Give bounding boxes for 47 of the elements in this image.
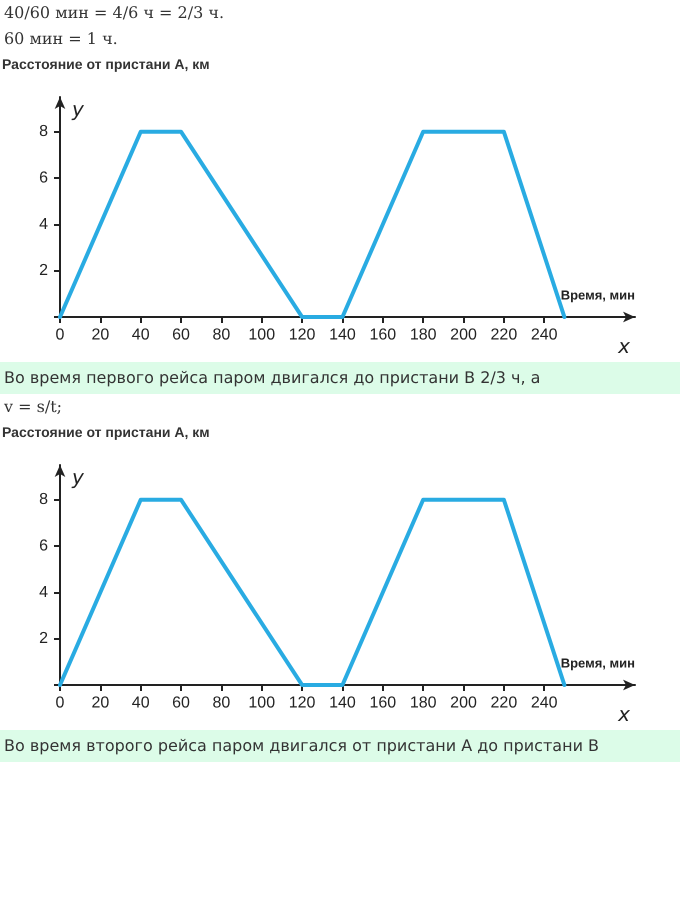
x-tick-label: 120 <box>288 694 316 712</box>
y-axis-title: y <box>71 465 85 489</box>
x-tick-label: 220 <box>490 694 518 712</box>
x-tick-label: 200 <box>450 694 477 712</box>
x-tick-label: 180 <box>410 694 437 712</box>
x-tick-label: 240 <box>530 326 558 344</box>
x-tick-label: 40 <box>132 326 150 344</box>
text: 40/60 мин = 4/6 ч = 2/3 ч. <box>3 2 226 24</box>
y-tick-label: 2 <box>39 262 48 280</box>
x-tick-label: 40 <box>132 694 150 712</box>
y-tick-label: 4 <box>39 584 48 601</box>
chart-title: Расстояние от пристани А, км <box>1 55 211 72</box>
x-tick-label: 100 <box>248 326 276 344</box>
x-axis-title: Время, мин <box>560 656 635 670</box>
x-tick-label: 20 <box>91 694 110 712</box>
x-tick-label: 80 <box>212 694 230 712</box>
x-tick-label: 140 <box>329 694 356 712</box>
y-tick-label: 6 <box>39 170 48 187</box>
x-axis-title: Время, мин <box>560 288 635 302</box>
y-tick-label: 4 <box>39 216 48 233</box>
x-tick-label: 140 <box>329 326 356 344</box>
x-tick-label: 100 <box>248 694 276 712</box>
x-tick-label: 120 <box>288 326 316 344</box>
x-tick-label: 0 <box>56 326 65 344</box>
y-tick-label: 8 <box>39 123 48 140</box>
y-tick-label: 2 <box>39 630 48 648</box>
text: Во время первого рейса паром двигался до пристани B 2/3 ч, а <box>0 362 680 394</box>
x-tick-label: 60 <box>172 326 190 344</box>
x-tick-label: 240 <box>530 694 558 712</box>
x-tick-label: 160 <box>369 694 396 712</box>
x-tick-label: 180 <box>410 326 437 344</box>
chart-title: Расстояние от пристани А, км <box>1 423 211 440</box>
x-tick-label: 0 <box>56 694 65 712</box>
x-tick-label: 20 <box>91 326 110 344</box>
x-tick-label: 80 <box>212 326 230 344</box>
x-tick-label: 220 <box>490 326 518 344</box>
text: v = s/t; <box>3 396 64 418</box>
text: x <box>617 334 630 358</box>
y-tick-label: 8 <box>39 491 48 508</box>
x-tick-label: 200 <box>450 326 477 344</box>
text: x <box>617 702 630 726</box>
text: Во время второго рейса паром двигался от пристани A до пристани B <box>0 730 680 762</box>
y-tick-label: 6 <box>39 538 48 555</box>
text: 60 мин = 1 ч. <box>3 28 119 50</box>
y-axis-title: y <box>71 97 85 121</box>
x-tick-label: 160 <box>369 326 396 344</box>
x-tick-label: 60 <box>172 694 190 712</box>
